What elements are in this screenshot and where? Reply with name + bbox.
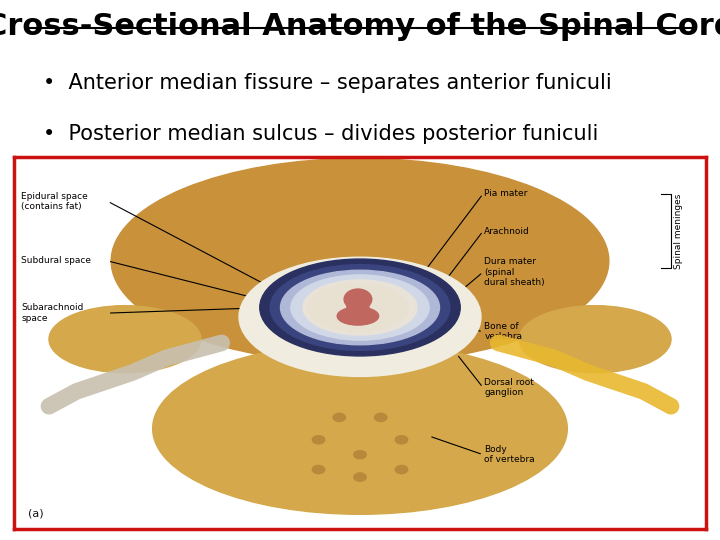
Text: Arachnoid: Arachnoid bbox=[485, 227, 530, 235]
Text: Dorsal root
ganglion: Dorsal root ganglion bbox=[485, 378, 534, 397]
Ellipse shape bbox=[312, 436, 325, 444]
Ellipse shape bbox=[153, 343, 567, 514]
Text: Dura mater
(spinal
dural sheath): Dura mater (spinal dural sheath) bbox=[485, 257, 545, 287]
Ellipse shape bbox=[337, 307, 379, 325]
Ellipse shape bbox=[354, 473, 366, 481]
Ellipse shape bbox=[338, 307, 378, 325]
Ellipse shape bbox=[308, 284, 408, 332]
Ellipse shape bbox=[239, 257, 481, 376]
Ellipse shape bbox=[344, 289, 372, 309]
Text: (a): (a) bbox=[28, 508, 44, 518]
Ellipse shape bbox=[291, 275, 429, 340]
Ellipse shape bbox=[395, 465, 408, 474]
Polygon shape bbox=[329, 160, 391, 216]
Text: Cross-Sectional Anatomy of the Spinal Cord: Cross-Sectional Anatomy of the Spinal Co… bbox=[0, 12, 720, 41]
Text: Subdural space: Subdural space bbox=[22, 256, 91, 266]
Ellipse shape bbox=[354, 450, 366, 459]
Ellipse shape bbox=[111, 158, 609, 363]
Ellipse shape bbox=[347, 297, 369, 318]
Ellipse shape bbox=[281, 270, 439, 345]
Text: Body
of vertebra: Body of vertebra bbox=[485, 445, 535, 464]
Text: Spinal meninges: Spinal meninges bbox=[675, 193, 683, 269]
Text: Subarachnoid
space: Subarachnoid space bbox=[22, 303, 84, 323]
Text: •  Anterior median fissure – separates anterior funiculi: • Anterior median fissure – separates an… bbox=[43, 72, 612, 92]
Text: •  Posterior median sulcus – divides posterior funiculi: • Posterior median sulcus – divides post… bbox=[43, 124, 598, 144]
Ellipse shape bbox=[260, 259, 460, 356]
Ellipse shape bbox=[49, 306, 201, 373]
Ellipse shape bbox=[303, 280, 417, 335]
Ellipse shape bbox=[395, 436, 408, 444]
Ellipse shape bbox=[345, 289, 371, 309]
Text: Bone of
verlebra: Bone of verlebra bbox=[485, 322, 523, 341]
Ellipse shape bbox=[312, 465, 325, 474]
Ellipse shape bbox=[348, 298, 369, 317]
Ellipse shape bbox=[519, 306, 671, 373]
Ellipse shape bbox=[270, 265, 450, 350]
Text: Pia mater: Pia mater bbox=[485, 190, 528, 198]
Ellipse shape bbox=[374, 413, 387, 422]
Text: Epidural space
(contains fat): Epidural space (contains fat) bbox=[22, 192, 88, 211]
Ellipse shape bbox=[333, 413, 346, 422]
